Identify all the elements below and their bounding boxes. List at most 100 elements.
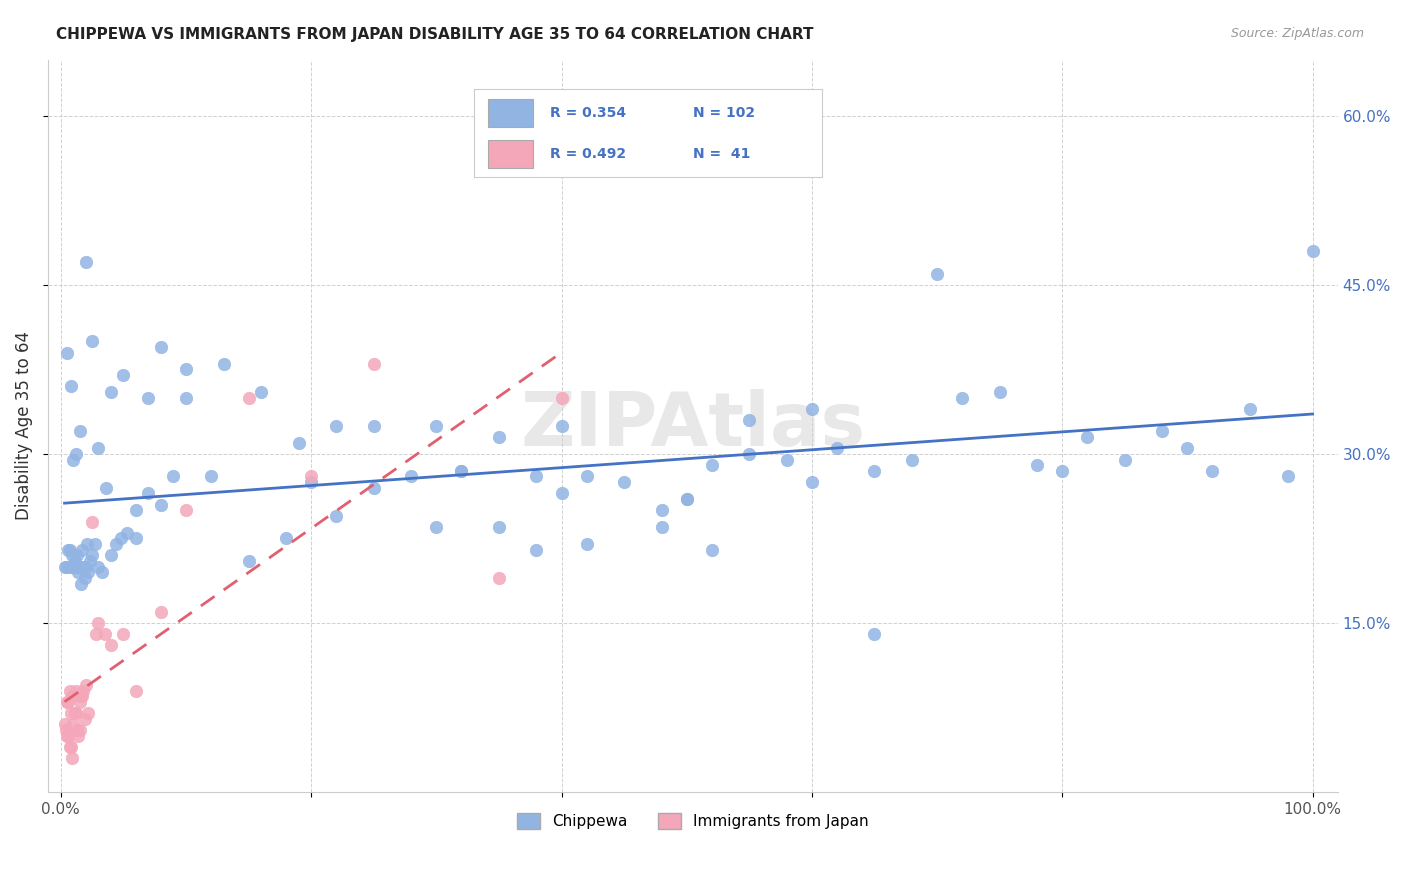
Point [1114,452,1136,467]
Point [63,554,86,568]
Point [776,452,799,467]
Point [66,723,89,737]
Point [238,554,260,568]
Point [1052,464,1074,478]
Point [55,723,77,737]
Point [112,368,135,382]
Point [863,464,886,478]
Point [59,559,82,574]
Point [425,520,447,534]
Point [75,255,97,269]
Point [59,739,82,754]
Point [80,334,103,349]
Point [110,532,132,546]
Point [93,627,115,641]
Point [925,267,948,281]
Point [67,729,90,743]
Point [56,729,79,743]
Point [70,542,93,557]
Point [675,491,697,506]
Point [53,559,76,574]
Point [550,486,572,500]
Point [1076,430,1098,444]
Y-axis label: Disability Age 35 to 64: Disability Age 35 to 64 [15,331,32,520]
Point [62,559,84,574]
Point [56,345,79,359]
Point [58,695,80,709]
Point [1152,425,1174,439]
Point [104,537,127,551]
Point [59,706,82,720]
Point [69,559,91,574]
Point [115,525,138,540]
Point [69,425,91,439]
Point [1177,442,1199,456]
Point [550,418,572,433]
Point [125,683,148,698]
Point [58,542,80,557]
Point [87,559,110,574]
Point [69,723,91,737]
Point [363,357,385,371]
Point [125,532,148,546]
Point [550,391,572,405]
Point [59,379,82,393]
Point [325,508,347,523]
Point [77,566,100,580]
Point [75,559,97,574]
Point [488,571,510,585]
Point [651,520,673,534]
Point [363,481,385,495]
Point [738,413,761,427]
Text: CHIPPEWA VS IMMIGRANTS FROM JAPAN DISABILITY AGE 35 TO 64 CORRELATION CHART: CHIPPEWA VS IMMIGRANTS FROM JAPAN DISABI… [56,27,814,42]
Point [700,542,723,557]
Point [66,549,89,563]
Point [488,430,510,444]
Point [100,639,122,653]
Point [125,503,148,517]
Point [87,442,110,456]
Point [112,627,135,641]
Point [70,689,93,703]
Point [863,627,886,641]
Point [276,532,298,546]
Point [1201,464,1223,478]
Point [91,566,114,580]
Point [79,554,101,568]
Point [72,559,94,574]
Point [450,464,472,478]
Point [675,491,697,506]
Point [65,559,87,574]
Point [149,340,172,354]
Point [58,739,80,754]
Point [138,391,160,405]
Point [325,418,347,433]
Point [63,706,86,720]
Point [1302,244,1324,259]
Point [72,683,94,698]
Point [988,384,1011,399]
Point [94,481,117,495]
Point [83,537,105,551]
Point [575,537,598,551]
Point [56,559,79,574]
Point [75,678,97,692]
Point [526,469,548,483]
Point [65,706,87,720]
Point [84,627,107,641]
Point [800,475,823,489]
Point [613,114,636,128]
Legend: Chippewa, Immigrants from Japan: Chippewa, Immigrants from Japan [510,807,875,836]
Point [738,447,761,461]
Point [149,605,172,619]
Point [299,475,322,489]
Point [65,447,87,461]
Point [73,571,96,585]
Point [488,520,510,534]
Point [651,503,673,517]
Point [1277,469,1299,483]
Point [162,469,184,483]
Point [62,717,84,731]
Point [401,469,423,483]
Point [1026,458,1049,473]
